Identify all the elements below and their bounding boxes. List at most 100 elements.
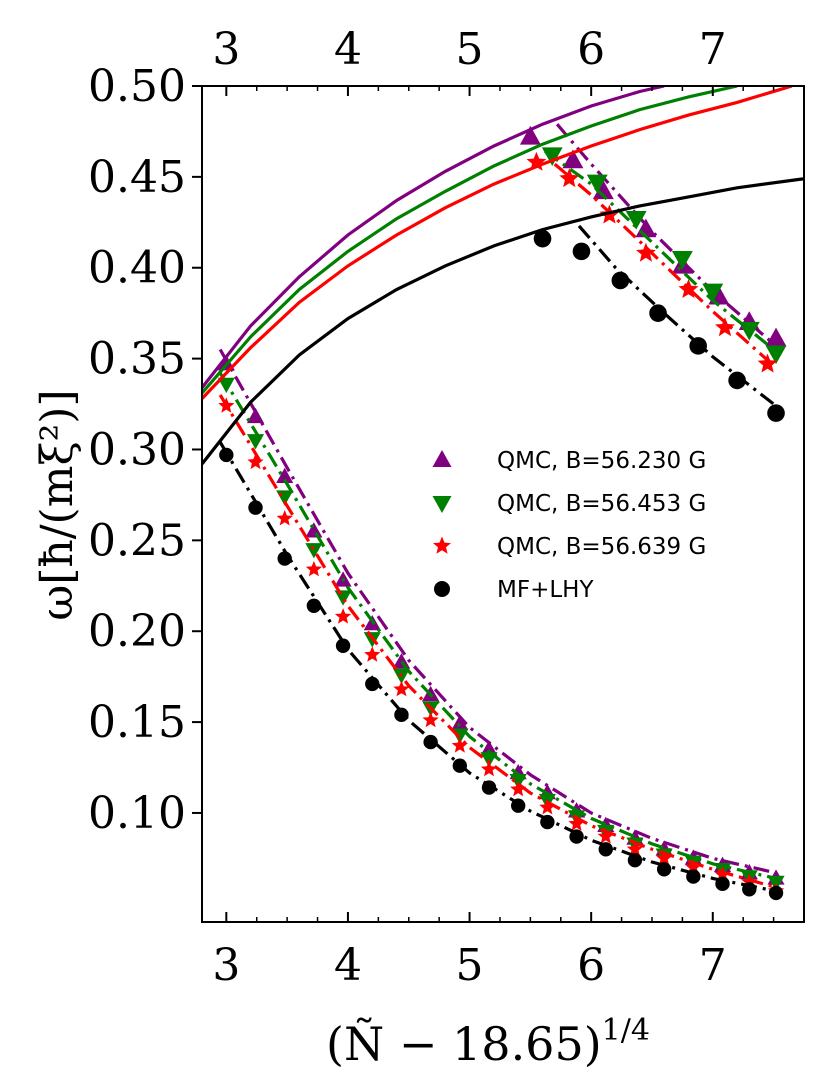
data-point-lower-mf-lhy-11 — [540, 814, 555, 830]
data-point-lower-mf-lhy-17 — [715, 876, 730, 892]
x-tick-label-top: 3 — [212, 24, 240, 75]
data-point-lower-qmc-b-56-639-g-7 — [422, 711, 439, 728]
legend: QMC, B=56.230 G QMC, B=56.453 G QMC, B=56.… — [432, 448, 706, 603]
x-tick-label-top: 6 — [577, 24, 605, 75]
legend-label-qmc-b-56-230-g: QMC, B=56.230 G — [497, 448, 706, 474]
data-point-lower-mf-lhy-5 — [365, 676, 380, 692]
data-point-upper-qmc-b-56-639-g-5 — [715, 317, 735, 337]
x-tick-label-top: 7 — [699, 24, 727, 75]
data-point-lower-qmc-b-56-639-g-9 — [480, 760, 498, 777]
legend-marker-qmc-b-56-453-g — [432, 496, 452, 513]
y-tick-label: 0.15 — [88, 697, 186, 748]
legend-label-mf-lhy: MF+LHY — [497, 577, 594, 603]
series-qmc-b-56-453-g — [202, 86, 787, 892]
data-point-upper-mf-lhy-6 — [767, 404, 785, 422]
data-point-lower-mf-lhy-6 — [394, 707, 409, 723]
data-point-lower-qmc-b-56-230-g-2 — [276, 467, 294, 484]
data-point-upper-qmc-b-56-453-g-0 — [541, 147, 563, 167]
plot-frame — [201, 85, 805, 923]
data-point-lower-qmc-b-56-230-g-1 — [246, 407, 265, 424]
data-point-lower-qmc-b-56-639-g-15 — [656, 849, 673, 866]
data-point-lower-mf-lhy-13 — [598, 842, 613, 857]
data-point-upper-qmc-b-56-230-g-7 — [765, 327, 787, 347]
data-point-lower-mf-lhy-10 — [511, 798, 526, 813]
data-point-lower-qmc-b-56-453-g-3 — [305, 543, 323, 559]
upper-fit-line-mf-lhy — [577, 224, 777, 408]
data-point-upper-qmc-b-56-230-g-1 — [562, 149, 584, 169]
x-tick-label-top: 4 — [334, 24, 362, 75]
data-point-upper-qmc-b-56-453-g-3 — [671, 250, 693, 270]
solid-curve-qmc-b-56-230-g — [202, 86, 665, 389]
lower-fit-line-qmc-b-56-230-g — [218, 348, 777, 875]
data-point-upper-mf-lhy-2 — [611, 271, 630, 290]
data-point-lower-qmc-b-56-639-g-5 — [364, 646, 381, 662]
y-tick-label: 0.40 — [88, 243, 186, 294]
upper-fit-line-qmc-b-56-639-g — [553, 162, 778, 369]
series-mf-lhy — [202, 177, 804, 901]
x-axis-title-base: (Ñ − 18.65) — [326, 1017, 602, 1071]
y-tick-label: 0.50 — [88, 61, 186, 112]
x-tick-label-bottom: 4 — [334, 940, 362, 991]
y-tick-label: 0.35 — [88, 334, 186, 385]
x-tick-label-bottom: 6 — [577, 940, 605, 991]
data-point-lower-mf-lhy-16 — [686, 869, 701, 884]
x-axis-title-exponent: 1/4 — [602, 1013, 650, 1048]
legend-marker-qmc-b-56-639-g — [433, 536, 451, 554]
data-point-lower-qmc-b-56-453-g-9 — [480, 752, 498, 768]
data-point-lower-qmc-b-56-639-g-1 — [247, 453, 264, 470]
legend-label-qmc-b-56-453-g: QMC, B=56.453 G — [497, 491, 706, 517]
data-point-lower-mf-lhy-4 — [335, 638, 351, 653]
x-tick-label-top: 5 — [456, 24, 484, 75]
data-point-lower-qmc-b-56-639-g-13 — [597, 828, 614, 844]
data-point-lower-mf-lhy-0 — [219, 447, 234, 463]
y-axis-title: ω[ħ/(mξ²)] — [32, 389, 83, 620]
data-point-lower-mf-lhy-9 — [481, 780, 497, 795]
data-point-lower-mf-lhy-2 — [277, 551, 292, 566]
data-point-lower-qmc-b-56-639-g-10 — [510, 780, 527, 797]
data-point-upper-qmc-b-56-639-g-1 — [559, 168, 580, 188]
data-point-upper-qmc-b-56-230-g-2 — [592, 180, 614, 200]
solid-curve-mf-lhy — [202, 177, 804, 465]
data-point-lower-qmc-b-56-453-g-4 — [334, 590, 352, 606]
x-tick-label-bottom: 5 — [456, 940, 484, 991]
data-point-upper-qmc-b-56-639-g-4 — [678, 279, 699, 298]
data-point-upper-qmc-b-56-453-g-5 — [738, 321, 760, 341]
y-tick-label: 0.30 — [88, 424, 186, 475]
data-point-lower-mf-lhy-15 — [656, 862, 672, 877]
x-tick-label-bottom: 3 — [212, 940, 240, 991]
data-point-lower-mf-lhy-3 — [306, 598, 322, 613]
data-point-lower-mf-lhy-12 — [569, 829, 584, 844]
data-point-upper-qmc-b-56-453-g-1 — [586, 174, 608, 194]
y-tick-label: 0.45 — [88, 152, 186, 203]
axis-ticks: 3 3 4 4 5 5 6 6 7 7 0.10 0.15 0.20 0.25 0.30 0.35 0.40 0.… — [88, 24, 775, 991]
data-point-upper-qmc-b-56-639-g-6 — [757, 353, 778, 373]
x-axis-title: (Ñ − 18.65)1/4 — [326, 1013, 650, 1071]
data-point-lower-qmc-b-56-230-g-3 — [305, 522, 323, 538]
data-point-upper-qmc-b-56-639-g-3 — [636, 242, 656, 262]
data-point-lower-mf-lhy-19 — [768, 885, 784, 901]
data-point-lower-mf-lhy-18 — [742, 882, 757, 897]
data-point-upper-mf-lhy-3 — [649, 304, 667, 322]
data-point-lower-qmc-b-56-639-g-17 — [714, 866, 731, 882]
data-point-lower-qmc-b-56-639-g-12 — [568, 815, 585, 831]
upper-fit-line-qmc-b-56-453-g — [544, 150, 778, 353]
lower-fit-line-qmc-b-56-453-g — [218, 372, 777, 880]
data-point-lower-qmc-b-56-639-g-4 — [334, 608, 352, 624]
data-point-upper-qmc-b-56-453-g-2 — [625, 210, 647, 230]
data-layer — [202, 86, 804, 901]
data-point-lower-qmc-b-56-639-g-8 — [451, 737, 468, 753]
legend-label-qmc-b-56-639-g: QMC, B=56.639 G — [497, 534, 706, 560]
data-point-lower-mf-lhy-1 — [248, 500, 263, 515]
data-point-lower-mf-lhy-7 — [423, 734, 438, 750]
y-tick-label: 0.10 — [88, 788, 186, 839]
data-point-upper-qmc-b-56-453-g-4 — [702, 283, 724, 303]
data-point-lower-qmc-b-56-453-g-0 — [217, 377, 235, 394]
data-point-upper-mf-lhy-5 — [728, 371, 746, 390]
x-tick-label-bottom: 7 — [699, 940, 727, 991]
lower-fit-line-qmc-b-56-639-g — [218, 394, 777, 890]
data-point-upper-qmc-b-56-639-g-0 — [526, 151, 547, 171]
y-tick-label: 0.25 — [88, 515, 186, 566]
legend-marker-mf-lhy — [434, 581, 450, 597]
data-point-lower-qmc-b-56-639-g-3 — [305, 560, 322, 577]
data-point-upper-qmc-b-56-230-g-0 — [519, 125, 541, 145]
